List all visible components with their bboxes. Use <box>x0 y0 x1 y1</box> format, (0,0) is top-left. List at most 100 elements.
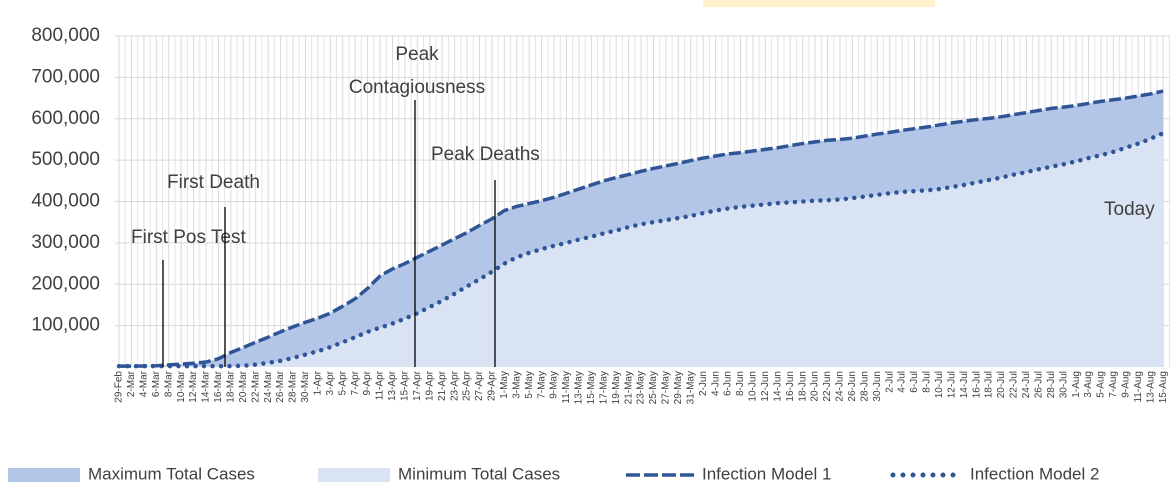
x-tick-label: 6-Jun <box>723 371 734 396</box>
legend-label: Infection Model 1 <box>702 464 831 483</box>
x-tick-label: 12-Mar <box>188 370 199 402</box>
x-tick-label: 20-Jul <box>996 371 1007 398</box>
x-tick-label: 7-Aug <box>1108 371 1119 398</box>
x-tick-label: 10-Jun <box>748 371 759 402</box>
x-tick-label: 2-Jun <box>698 371 709 396</box>
x-tick-label: 17-May <box>598 371 609 404</box>
x-tick-label: 20-Mar <box>238 370 249 402</box>
x-tick-label: 2-Mar <box>126 370 137 397</box>
x-tick-label: 1-Aug <box>1071 371 1082 398</box>
x-tick-label: 22-Jul <box>1009 371 1020 398</box>
x-tick-label: 14-Jun <box>772 371 783 402</box>
highlight-box <box>703 0 935 7</box>
x-tick-label: 29-May <box>673 371 684 404</box>
x-tick-label: 15-Apr <box>400 370 411 401</box>
x-tick-label: 9-Apr <box>362 370 373 395</box>
x-tick-label: 29-Apr <box>487 370 498 401</box>
x-tick-label: 6-Jul <box>909 371 920 393</box>
x-tick-label: 18-Jun <box>797 371 808 402</box>
y-tick-label: 200,000 <box>31 273 100 294</box>
line <box>119 89 1164 368</box>
legend-swatch <box>8 468 80 482</box>
x-tick-label: 1-Apr <box>313 370 324 395</box>
area <box>119 133 1164 367</box>
x-tick-label: 10-Jul <box>934 371 945 398</box>
legend-label: Minimum Total Cases <box>398 464 560 483</box>
x-tick-label: 16-Jun <box>785 371 796 402</box>
x-tick-label: 30-Jun <box>872 371 883 402</box>
x-tick-label: 28-Mar <box>288 370 299 402</box>
x-tick-label: 1-May <box>499 371 510 399</box>
annotation-label: First Death <box>167 172 260 193</box>
annotation-label: Peak Contagiousness <box>349 44 485 98</box>
x-tick-label: 23-Apr <box>449 370 460 401</box>
x-tick-label: 23-May <box>636 371 647 404</box>
x-tick-label: 2-Jul <box>884 371 895 393</box>
x-tick-label: 12-Jun <box>760 371 771 402</box>
x-tick-label: 20-Jun <box>810 371 821 402</box>
x-tick-label: 25-Apr <box>462 370 473 401</box>
x-tick-label: 26-Jun <box>847 371 858 402</box>
x-tick-label: 21-Apr <box>437 370 448 401</box>
x-tick-label: 18-Mar <box>226 370 237 402</box>
annotation-label: First Pos Test <box>131 227 246 248</box>
x-tick-label: 22-Jun <box>822 371 833 402</box>
x-tick-label: 5-Apr <box>337 370 348 395</box>
x-tick-label: 4-Jul <box>897 371 908 393</box>
line <box>116 130 1166 369</box>
x-tick-label: 9-Aug <box>1120 371 1131 398</box>
annotation-label: Peak Deaths <box>431 144 540 165</box>
y-tick-label: 100,000 <box>31 315 100 336</box>
x-tick-label: 14-Mar <box>201 370 212 402</box>
x-tick-label: 11-Apr <box>375 370 386 400</box>
x-tick-label: 15-Aug <box>1158 371 1169 403</box>
y-tick-label: 700,000 <box>31 66 100 87</box>
x-tick-label: 28-Jun <box>859 371 870 402</box>
x-tick-label: 14-Jul <box>959 371 970 398</box>
x-tick-label: 15-May <box>586 371 597 404</box>
overlay: 100,000 200,000 300,000 400,000 500,000 600,0… <box>8 25 1169 483</box>
x-tick-label: 26-Jul <box>1033 371 1044 398</box>
x-tick-label: 8-Mar <box>163 370 174 397</box>
x-tick-label: 9-May <box>549 371 560 399</box>
x-tick-label: 27-May <box>661 371 672 404</box>
x-tick-label: 8-Jun <box>735 371 746 396</box>
x-tick-label: 17-Apr <box>412 370 423 401</box>
x-tick-label: 26-Mar <box>275 370 286 402</box>
x-tick-label: 12-Jul <box>946 371 957 398</box>
x-tick-label: 24-Jul <box>1021 371 1032 398</box>
x-tick-label: 7-Apr <box>350 370 361 395</box>
legend-swatch <box>318 468 390 482</box>
x-tick-label: 21-May <box>623 371 634 404</box>
x-tick-label: 27-Apr <box>474 370 485 401</box>
y-tick-label: 800,000 <box>31 25 100 46</box>
x-tick-label: 5-May <box>524 371 535 399</box>
x-tick-label: 19-Apr <box>424 370 435 401</box>
legend-label: Infection Model 2 <box>970 464 1099 483</box>
x-tick-label: 11-May <box>561 371 572 404</box>
x-tick-label: 11-Aug <box>1133 371 1144 403</box>
x-tick-label: 13-Apr <box>387 370 398 401</box>
x-tick-label: 25-May <box>648 371 659 404</box>
x-tick-label: 16-Mar <box>213 370 224 402</box>
x-tick-label: 8-Jul <box>922 371 933 393</box>
x-tick-label: 13-Aug <box>1145 371 1156 403</box>
plot <box>119 91 1164 367</box>
x-tick-label: 10-Mar <box>176 370 187 402</box>
x-tick-label: 6-Mar <box>151 370 162 397</box>
x-tick-label: 3-Aug <box>1083 371 1094 398</box>
x-tick-label: 29-Feb <box>114 371 125 403</box>
y-tick-label: 300,000 <box>31 232 100 253</box>
legend-label: Maximum Total Cases <box>88 464 255 483</box>
x-tick-label: 19-May <box>611 371 622 404</box>
x-tick-label: 22-Mar <box>250 370 261 402</box>
x-tick-label: 24-Mar <box>263 370 274 402</box>
x-tick-label: 24-Jun <box>835 371 846 402</box>
annotation-label: Today <box>1104 199 1155 220</box>
x-tick-label: 4-Mar <box>139 370 150 397</box>
x-tick-label: 7-May <box>536 371 547 399</box>
y-tick-label: 400,000 <box>31 191 100 212</box>
x-tick-label: 28-Jul <box>1046 371 1057 398</box>
x-tick-label: 16-Jul <box>971 371 982 398</box>
